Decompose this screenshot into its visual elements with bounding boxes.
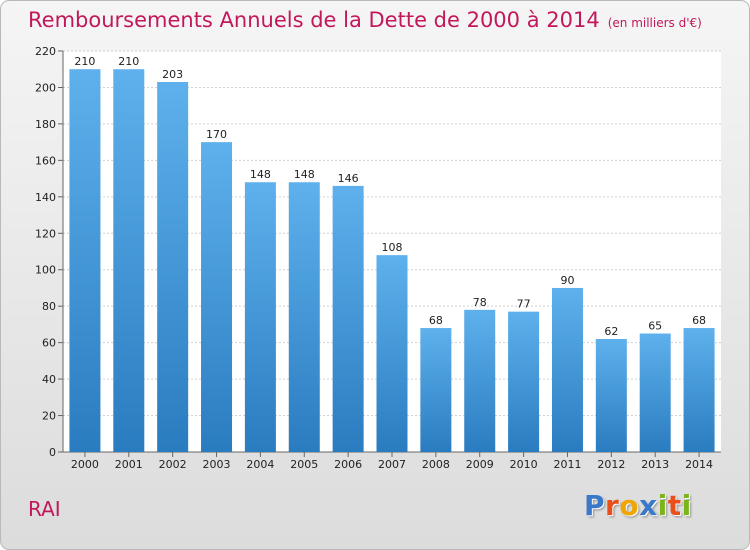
bar-value-label: 78 (473, 296, 487, 309)
x-tick-label: 2012 (597, 458, 625, 471)
y-tick-label: 0 (49, 446, 56, 459)
bar-value-label: 210 (74, 55, 95, 68)
bar-value-label: 210 (118, 55, 139, 68)
bar-value-label: 108 (382, 241, 403, 254)
bar (113, 69, 145, 453)
bar (551, 287, 583, 452)
bar-value-label: 148 (294, 168, 315, 181)
x-tick-label: 2011 (553, 458, 581, 471)
chart-unit: (en milliers d'€) (607, 16, 702, 30)
bar (464, 309, 496, 452)
logo-letter: i (681, 489, 692, 522)
x-tick-label: 2008 (422, 458, 450, 471)
bar-value-label: 68 (429, 314, 443, 327)
bar-value-label: 170 (206, 128, 227, 141)
bar (332, 185, 364, 452)
y-tick-label: 80 (42, 300, 56, 313)
y-tick-label: 180 (35, 118, 56, 131)
x-tick-label: 2010 (510, 458, 538, 471)
y-tick-label: 200 (35, 81, 56, 94)
bar (683, 328, 715, 452)
logo-letter: r (605, 489, 620, 522)
x-tick-label: 2013 (641, 458, 669, 471)
y-tick-label: 20 (42, 410, 56, 423)
bar-value-label: 77 (517, 298, 531, 311)
proxiti-logo[interactable]: Proxiti (584, 489, 692, 522)
y-tick-label: 220 (35, 45, 56, 58)
y-tick-label: 60 (42, 337, 56, 350)
bar (376, 255, 408, 452)
x-tick-label: 2002 (159, 458, 187, 471)
bar (288, 182, 320, 452)
bar (244, 182, 276, 452)
x-tick-label: 2014 (685, 458, 713, 471)
x-tick-label: 2005 (290, 458, 318, 471)
chart-title-text: Remboursements Annuels de la Dette de 20… (28, 8, 600, 32)
x-tick-label: 2000 (71, 458, 99, 471)
logo-letter: i (657, 489, 668, 522)
commune-name: RAI (28, 497, 61, 521)
logo-letter: x (639, 489, 658, 522)
x-tick-label: 2009 (466, 458, 494, 471)
y-tick-label: 140 (35, 191, 56, 204)
logo-letter: P (584, 489, 606, 522)
y-tick-label: 160 (35, 154, 56, 167)
bar (201, 142, 233, 453)
y-tick-label: 40 (42, 373, 56, 386)
bar (595, 338, 627, 452)
x-tick-label: 2003 (203, 458, 231, 471)
bar (508, 311, 540, 452)
bar-value-label: 62 (604, 325, 618, 338)
bar-value-label: 68 (692, 314, 706, 327)
y-tick-label: 100 (35, 264, 56, 277)
bar-value-label: 65 (648, 320, 662, 333)
x-tick-label: 2001 (115, 458, 143, 471)
x-tick-label: 2004 (246, 458, 274, 471)
bar-value-label: 146 (338, 172, 359, 185)
bar (69, 69, 101, 453)
logo-letter: o (619, 489, 640, 522)
bar (639, 333, 671, 452)
chart-title: Remboursements Annuels de la Dette de 20… (28, 8, 702, 32)
bar-value-label: 90 (560, 274, 574, 287)
bar (157, 81, 189, 453)
x-tick-label: 2007 (378, 458, 406, 471)
x-tick-label: 2006 (334, 458, 362, 471)
logo-letter: t (667, 489, 682, 522)
bar-value-label: 148 (250, 168, 271, 181)
bar-value-label: 203 (162, 68, 183, 81)
y-tick-label: 120 (35, 227, 56, 240)
bar (420, 328, 452, 452)
